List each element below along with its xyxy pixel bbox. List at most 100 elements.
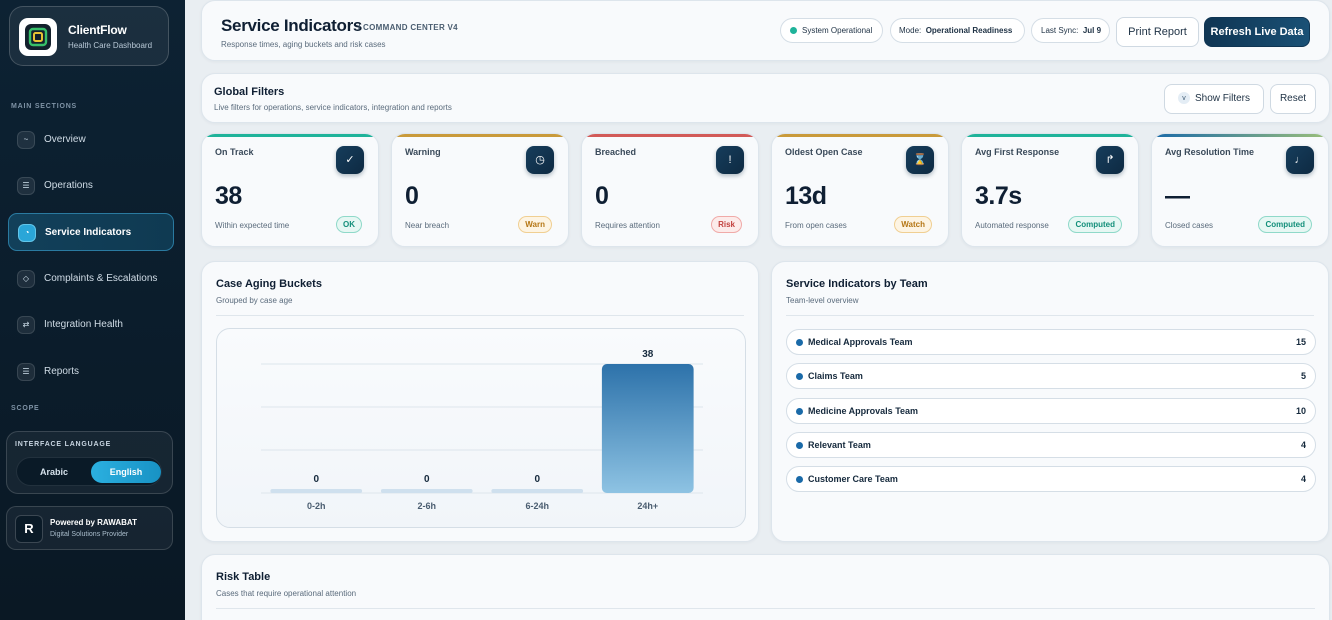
list-item[interactable]: Medicine Approvals Team 10 <box>786 398 1316 424</box>
brand-card[interactable]: ClientFlow Health Care Dashboard <box>9 6 169 66</box>
kpi-accent <box>392 134 568 137</box>
diamond-icon: ◇ <box>17 270 35 288</box>
category-label: 6-24h <box>525 501 549 511</box>
bar-6-24h[interactable] <box>491 489 584 493</box>
panel-title: Risk Table <box>216 571 271 583</box>
bar-24h+[interactable] <box>601 364 694 493</box>
reply-arrow-icon: ↱ <box>1096 146 1124 174</box>
status-text: System Operational <box>802 26 873 35</box>
bar-value-label: 0 <box>424 474 430 485</box>
kpi-caption: Near breach <box>405 221 450 230</box>
language-arabic-option[interactable]: Arabic <box>39 467 68 477</box>
sidebar-item-label: Reports <box>44 366 80 377</box>
bar-value-label: 0 <box>534 474 540 485</box>
list-item[interactable]: Claims Team 5 <box>786 363 1316 389</box>
kpi-badge: Warn <box>518 216 552 233</box>
bar-value-label: 0 <box>313 474 319 485</box>
overview-icon: ~ <box>17 131 35 149</box>
brand-title: ClientFlow <box>68 23 127 37</box>
kpi-card-avg-resolution-time: Avg Resolution Time ♩ — Closed cases Com… <box>1151 133 1329 247</box>
kpi-label: Warning <box>405 147 441 157</box>
page-title: Service Indicators <box>221 16 363 35</box>
refresh-live-data-button[interactable]: Refresh Live Data <box>1204 17 1310 47</box>
sync-value: Jul 9 <box>1082 26 1102 35</box>
team-count: 15 <box>1295 337 1306 347</box>
filters-title: Global Filters <box>214 86 285 98</box>
sidebar-item-service-indicators[interactable]: ◔ Service Indicators <box>8 213 174 251</box>
status-badge: System Operational <box>780 18 883 43</box>
bar-2-6h[interactable] <box>380 489 473 493</box>
kpi-label: Avg First Response <box>975 147 1060 157</box>
category-label: 24h+ <box>637 501 658 511</box>
panel-subtitle: Grouped by case age <box>216 296 293 305</box>
team-count: 10 <box>1295 406 1306 416</box>
sidebar-item-label: Service Indicators <box>45 227 132 238</box>
global-filters: Global Filters Live filters for operatio… <box>201 73 1330 123</box>
kpi-badge: Computed <box>1258 216 1312 233</box>
kpi-card-warning: Warning ◷ 0 Near breach Warn <box>391 133 569 247</box>
kpi-label: Oldest Open Case <box>785 147 863 157</box>
sidebar-item-label: Complaints & Escalations <box>44 273 158 284</box>
kpi-card-on-track: On Track ✓ 38 Within expected time OK <box>201 133 379 247</box>
sidebar-item-label: Operations <box>44 180 93 191</box>
sidebar-item-integration-health[interactable]: ⇄ Integration Health <box>8 306 174 344</box>
kpi-value: 3.7s <box>975 182 1022 210</box>
team-indicators-panel: Service Indicators by Team Team-level ov… <box>771 261 1329 542</box>
hourglass-icon: ⌛ <box>906 146 934 174</box>
kpi-value: 0 <box>405 182 419 210</box>
language-english-option[interactable]: English <box>91 461 161 483</box>
last-sync-pill: Last Sync: Jul 9 <box>1031 18 1110 43</box>
kpi-value: 38 <box>215 182 242 210</box>
team-dot-icon <box>796 339 803 346</box>
kpi-caption: From open cases <box>785 221 847 230</box>
list-item[interactable]: Medical Approvals Team 15 <box>786 329 1316 355</box>
kpi-badge: Watch <box>894 216 932 233</box>
page-subtitle: Response times, aging buckets and risk c… <box>221 40 386 49</box>
case-aging-panel: Case Aging Buckets Grouped by case age 0… <box>201 261 759 542</box>
category-label: 0-2h <box>307 501 326 511</box>
show-filters-label: Show Filters <box>1194 93 1250 104</box>
list-item[interactable]: Customer Care Team 4 <box>786 466 1316 492</box>
alert-icon: ! <box>716 146 744 174</box>
divider <box>216 315 744 316</box>
aging-chart: 0 0-2h 0 2-6h 0 6-24h 38 24h+ <box>216 328 746 528</box>
panel-title: Case Aging Buckets <box>216 278 322 290</box>
show-filters-button[interactable]: v Show Filters <box>1164 84 1264 114</box>
team-dot-icon <box>796 373 803 380</box>
kpi-caption: Within expected time <box>215 221 290 230</box>
sidebar-item-operations[interactable]: ☰ Operations <box>8 167 174 205</box>
reset-button[interactable]: Reset <box>1270 84 1316 114</box>
language-switcher: INTERFACE LANGUAGE Arabic English <box>6 431 173 494</box>
powered-by-card: R Powered by RAWABAT Digital Solutions P… <box>6 506 173 550</box>
mode-pill: Mode: Operational Readiness <box>890 18 1025 43</box>
kpi-accent <box>202 134 378 137</box>
sidebar-item-overview[interactable]: ~ Overview <box>8 121 174 159</box>
page-header: Service Indicators / COMMAND CENTER V4 R… <box>201 0 1330 61</box>
powered-title: Powered by RAWABAT <box>50 518 137 527</box>
divider <box>216 608 1315 609</box>
clock-icon: ◷ <box>526 146 554 174</box>
sidebar-item-complaints[interactable]: ◇ Complaints & Escalations <box>8 260 174 298</box>
team-count: 4 <box>1300 440 1306 450</box>
list-item[interactable]: Relevant Team 4 <box>786 432 1316 458</box>
kpi-accent <box>1152 134 1328 137</box>
kpi-accent <box>962 134 1138 137</box>
kpi-value: 0 <box>595 182 609 210</box>
bar-0-2h[interactable] <box>270 489 363 493</box>
panel-subtitle: Team-level overview <box>786 296 859 305</box>
team-name: Medicine Approvals Team <box>808 406 919 416</box>
sidebar-item-reports[interactable]: ☰ Reports <box>8 353 174 391</box>
kpi-card-avg-first-response: Avg First Response ↱ 3.7s Automated resp… <box>961 133 1139 247</box>
gauge-icon: ◔ <box>18 224 36 242</box>
language-title: INTERFACE LANGUAGE <box>15 441 112 448</box>
team-name: Medical Approvals Team <box>808 337 913 347</box>
sidebar-item-label: Integration Health <box>44 319 123 330</box>
panel-subtitle: Cases that require operational attention <box>216 589 357 598</box>
print-report-button[interactable]: Print Report <box>1116 17 1199 47</box>
team-count: 5 <box>1300 371 1306 381</box>
sidebar-item-label: Overview <box>44 134 86 145</box>
kpi-accent <box>582 134 758 137</box>
kpi-card-breached: Breached ! 0 Requires attention Risk <box>581 133 759 247</box>
page-tag: / COMMAND CENTER V4 <box>358 23 458 32</box>
team-dot-icon <box>796 408 803 415</box>
